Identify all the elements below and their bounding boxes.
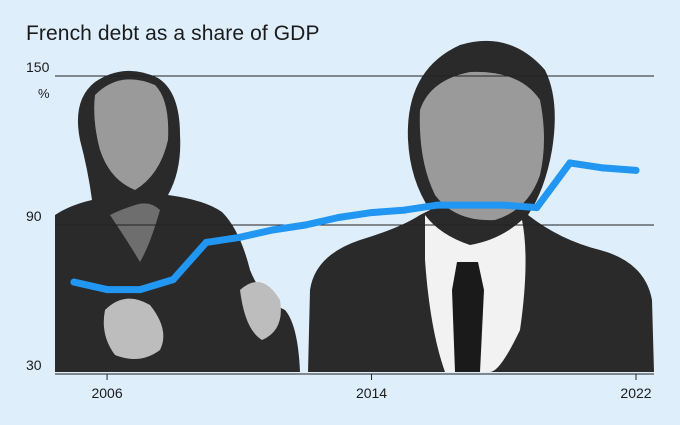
data-point: [268, 226, 276, 234]
data-point: [169, 276, 177, 284]
data-point: [533, 204, 541, 212]
data-point: [235, 233, 243, 241]
series-line: [70, 159, 640, 294]
data-point: [599, 164, 607, 172]
y-tick-label: 30: [26, 357, 42, 373]
data-point: [368, 209, 376, 217]
data-point: [434, 201, 442, 209]
data-point: [202, 238, 210, 246]
y-tick-label: 90: [26, 208, 42, 224]
x-tick-label: 2022: [620, 385, 651, 401]
data-point: [334, 214, 342, 222]
series-debt-line: [70, 159, 640, 294]
data-point: [566, 159, 574, 167]
data-point: [70, 278, 78, 286]
data-point: [401, 206, 409, 214]
data-point: [103, 286, 111, 294]
data-point: [500, 201, 508, 209]
gridlines: [55, 75, 654, 375]
y-axis: 150 90 30%: [26, 59, 50, 373]
chart-title: French debt as a share of GDP: [26, 22, 320, 45]
y-unit-label: %: [38, 86, 50, 101]
data-point: [467, 201, 475, 209]
x-tick-label: 2006: [91, 385, 122, 401]
x-axis: 2006 2014 2022: [91, 374, 652, 401]
woman-portrait-photo: [55, 70, 300, 372]
data-point: [136, 286, 144, 294]
y-tick-label: 150: [26, 59, 50, 75]
x-tick-label: 2014: [356, 385, 387, 401]
data-point: [301, 221, 309, 229]
data-point: [632, 166, 640, 174]
